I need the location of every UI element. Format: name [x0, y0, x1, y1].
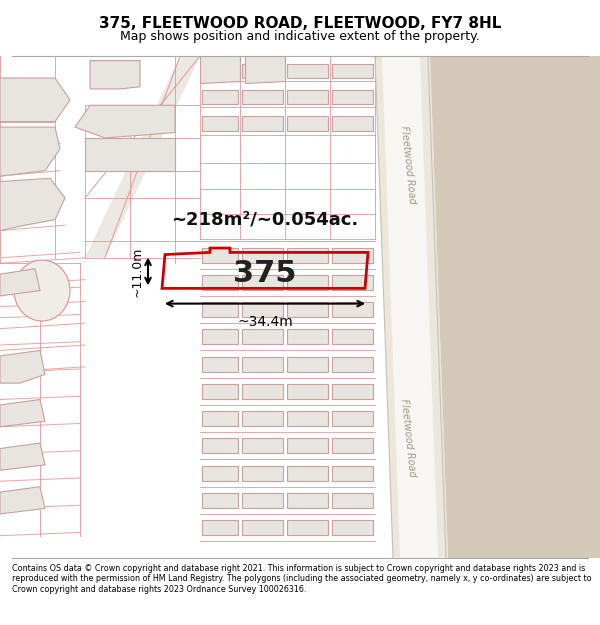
Polygon shape — [287, 89, 328, 104]
Polygon shape — [332, 329, 373, 344]
Polygon shape — [202, 116, 238, 131]
Polygon shape — [0, 178, 65, 231]
Polygon shape — [332, 357, 373, 372]
Polygon shape — [202, 302, 238, 317]
Polygon shape — [202, 384, 238, 399]
Polygon shape — [0, 351, 45, 383]
Polygon shape — [85, 138, 175, 171]
Polygon shape — [242, 302, 283, 317]
Polygon shape — [202, 357, 238, 372]
Polygon shape — [202, 492, 238, 508]
Polygon shape — [287, 275, 328, 290]
Polygon shape — [202, 411, 238, 426]
Polygon shape — [332, 492, 373, 508]
Polygon shape — [202, 248, 238, 262]
Polygon shape — [332, 89, 373, 104]
Polygon shape — [332, 275, 373, 290]
Text: ~34.4m: ~34.4m — [237, 314, 293, 329]
Polygon shape — [90, 61, 140, 89]
Polygon shape — [202, 466, 238, 481]
Text: 375, FLEETWOOD ROAD, FLEETWOOD, FY7 8HL: 375, FLEETWOOD ROAD, FLEETWOOD, FY7 8HL — [99, 16, 501, 31]
Polygon shape — [0, 399, 45, 427]
Polygon shape — [287, 357, 328, 372]
Polygon shape — [242, 248, 283, 262]
Polygon shape — [287, 384, 328, 399]
Polygon shape — [0, 487, 45, 514]
Polygon shape — [332, 466, 373, 481]
Polygon shape — [287, 411, 328, 426]
Polygon shape — [287, 466, 328, 481]
Text: ~218m²/~0.054ac.: ~218m²/~0.054ac. — [172, 211, 359, 229]
Polygon shape — [0, 78, 70, 122]
Polygon shape — [287, 302, 328, 317]
Text: Fleetwood Road: Fleetwood Road — [399, 126, 417, 205]
Polygon shape — [202, 329, 238, 344]
Text: 375: 375 — [233, 259, 297, 288]
Polygon shape — [332, 248, 373, 262]
Polygon shape — [287, 329, 328, 344]
Polygon shape — [0, 269, 40, 296]
Polygon shape — [242, 384, 283, 399]
Polygon shape — [287, 492, 328, 508]
Polygon shape — [85, 56, 200, 258]
Polygon shape — [287, 248, 328, 262]
Polygon shape — [332, 302, 373, 317]
Polygon shape — [332, 411, 373, 426]
Polygon shape — [242, 116, 283, 131]
Polygon shape — [242, 275, 283, 290]
Polygon shape — [202, 275, 238, 290]
Polygon shape — [242, 411, 283, 426]
Polygon shape — [75, 105, 175, 138]
Polygon shape — [332, 438, 373, 453]
Polygon shape — [245, 56, 285, 84]
Polygon shape — [242, 466, 283, 481]
Text: Map shows position and indicative extent of the property.: Map shows position and indicative extent… — [120, 30, 480, 43]
Polygon shape — [242, 492, 283, 508]
Polygon shape — [202, 89, 238, 104]
Polygon shape — [332, 384, 373, 399]
Polygon shape — [202, 64, 238, 78]
Polygon shape — [0, 127, 60, 176]
Polygon shape — [202, 438, 238, 453]
Polygon shape — [242, 64, 283, 78]
Polygon shape — [200, 56, 240, 84]
Polygon shape — [242, 89, 283, 104]
Text: Fleetwood Road: Fleetwood Road — [399, 398, 417, 478]
Polygon shape — [382, 56, 438, 558]
Polygon shape — [0, 443, 45, 471]
Polygon shape — [287, 520, 328, 535]
Polygon shape — [332, 520, 373, 535]
Text: ~11.0m: ~11.0m — [131, 246, 144, 297]
Polygon shape — [332, 116, 373, 131]
Polygon shape — [287, 64, 328, 78]
Polygon shape — [242, 520, 283, 535]
Polygon shape — [242, 357, 283, 372]
Polygon shape — [287, 116, 328, 131]
Circle shape — [14, 260, 70, 321]
Text: Contains OS data © Crown copyright and database right 2021. This information is : Contains OS data © Crown copyright and d… — [12, 564, 592, 594]
Polygon shape — [202, 520, 238, 535]
Polygon shape — [287, 438, 328, 453]
Polygon shape — [375, 56, 448, 558]
Polygon shape — [430, 56, 600, 558]
Polygon shape — [242, 329, 283, 344]
Polygon shape — [242, 438, 283, 453]
Polygon shape — [332, 64, 373, 78]
